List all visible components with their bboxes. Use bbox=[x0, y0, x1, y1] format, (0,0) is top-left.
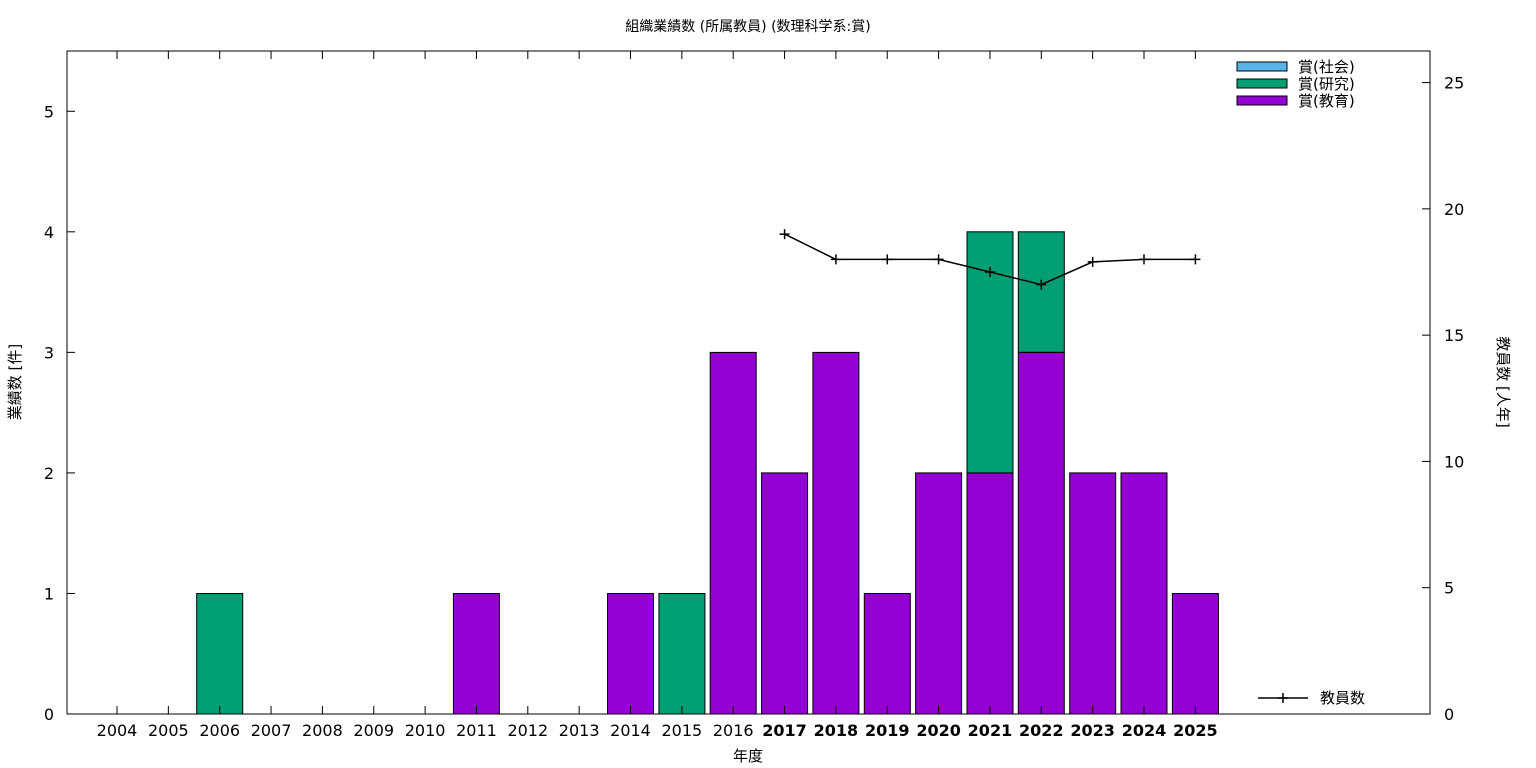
y2-tick-label: 0 bbox=[1444, 705, 1454, 724]
x-tick-label: 2004 bbox=[97, 721, 138, 740]
bar bbox=[1017, 231, 1065, 353]
line-point bbox=[830, 254, 841, 265]
x-tick-label: 2021 bbox=[968, 721, 1013, 740]
chart-title: 組織業績数 (所属教員) (数理科学系:賞) bbox=[625, 19, 870, 35]
bar bbox=[915, 472, 963, 715]
legend-swatch bbox=[1236, 78, 1288, 89]
line-point bbox=[882, 254, 893, 265]
line-layer bbox=[779, 229, 1201, 290]
legend-label: 賞(社会) bbox=[1298, 58, 1355, 76]
x-tick-label: 2005 bbox=[148, 721, 189, 740]
line-point bbox=[1139, 254, 1149, 265]
bar bbox=[863, 593, 911, 715]
x-tick-label: 2017 bbox=[762, 721, 807, 740]
x-tick-label: 2009 bbox=[353, 721, 394, 740]
x-tick-label: 2020 bbox=[916, 721, 961, 740]
x-tick-label: 2008 bbox=[302, 721, 343, 740]
x-tick-label: 2010 bbox=[405, 721, 446, 740]
legend-swatch bbox=[1236, 95, 1288, 106]
x-tick-label: 2018 bbox=[814, 721, 859, 740]
plot-frame bbox=[66, 50, 1431, 715]
line-point bbox=[1190, 254, 1201, 265]
bar bbox=[607, 593, 654, 715]
bar bbox=[196, 593, 244, 715]
bar bbox=[1120, 472, 1168, 715]
x-tick-label: 2022 bbox=[1019, 721, 1064, 740]
legend-label: 賞(教育) bbox=[1298, 92, 1355, 110]
x-tick-label: 2013 bbox=[559, 721, 600, 740]
bar bbox=[761, 472, 809, 715]
bar bbox=[966, 472, 1014, 715]
x-tick-label: 2006 bbox=[199, 721, 240, 740]
legend: 賞(社会)賞(研究)賞(教育) 教員数 bbox=[1236, 58, 1365, 707]
line-point bbox=[985, 267, 995, 277]
bar bbox=[1069, 472, 1117, 715]
x-tick-label: 2011 bbox=[456, 721, 497, 740]
bar bbox=[1017, 351, 1065, 715]
legend-line-marker bbox=[1278, 693, 1288, 703]
legend-label: 賞(研究) bbox=[1298, 75, 1355, 93]
y-tick-label: 4 bbox=[44, 223, 54, 242]
y2-tick-label: 10 bbox=[1444, 452, 1464, 471]
line-point bbox=[779, 229, 790, 240]
y2-tick-label: 20 bbox=[1444, 200, 1464, 219]
x-tick-label: 2019 bbox=[865, 721, 910, 740]
y-tick-label: 0 bbox=[44, 705, 54, 724]
line-point bbox=[933, 254, 944, 265]
x-tick-label: 2007 bbox=[251, 721, 292, 740]
x-tick-label: 2023 bbox=[1070, 721, 1115, 740]
y-tick-label: 3 bbox=[44, 343, 54, 362]
bar bbox=[452, 593, 500, 715]
ticks-layer: 2004 2005 2006 2007 2008 2009 2010 2011 2012 2013… bbox=[44, 51, 1464, 740]
x-tick-label: 2016 bbox=[713, 721, 754, 740]
y-tick-label: 2 bbox=[44, 464, 54, 483]
bar bbox=[658, 593, 706, 715]
line-point bbox=[1036, 279, 1047, 290]
y2-tick-label: 5 bbox=[1444, 579, 1454, 598]
legend-label: 教員数 bbox=[1320, 689, 1365, 707]
y2-tick-label: 15 bbox=[1444, 326, 1464, 345]
line-point bbox=[1087, 256, 1098, 267]
x-tick-label: 2024 bbox=[1122, 721, 1167, 740]
legend-swatch bbox=[1236, 61, 1288, 72]
bars-layer bbox=[196, 231, 1219, 715]
bar bbox=[709, 351, 757, 715]
x-tick-label: 2014 bbox=[610, 721, 651, 740]
y-axis-title: 業績数 [件] bbox=[6, 344, 24, 420]
y2-tick-label: 25 bbox=[1444, 74, 1464, 93]
y-tick-label: 5 bbox=[44, 102, 54, 121]
bar bbox=[1171, 593, 1219, 715]
bar bbox=[812, 351, 860, 715]
y-tick-label: 1 bbox=[44, 584, 54, 603]
x-tick-label: 2025 bbox=[1173, 721, 1218, 740]
x-axis-title: 年度 bbox=[733, 747, 763, 765]
y2-axis-title: 教員数 [人年] bbox=[1494, 336, 1512, 427]
x-tick-label: 2015 bbox=[661, 721, 702, 740]
x-tick-label: 2012 bbox=[507, 721, 548, 740]
